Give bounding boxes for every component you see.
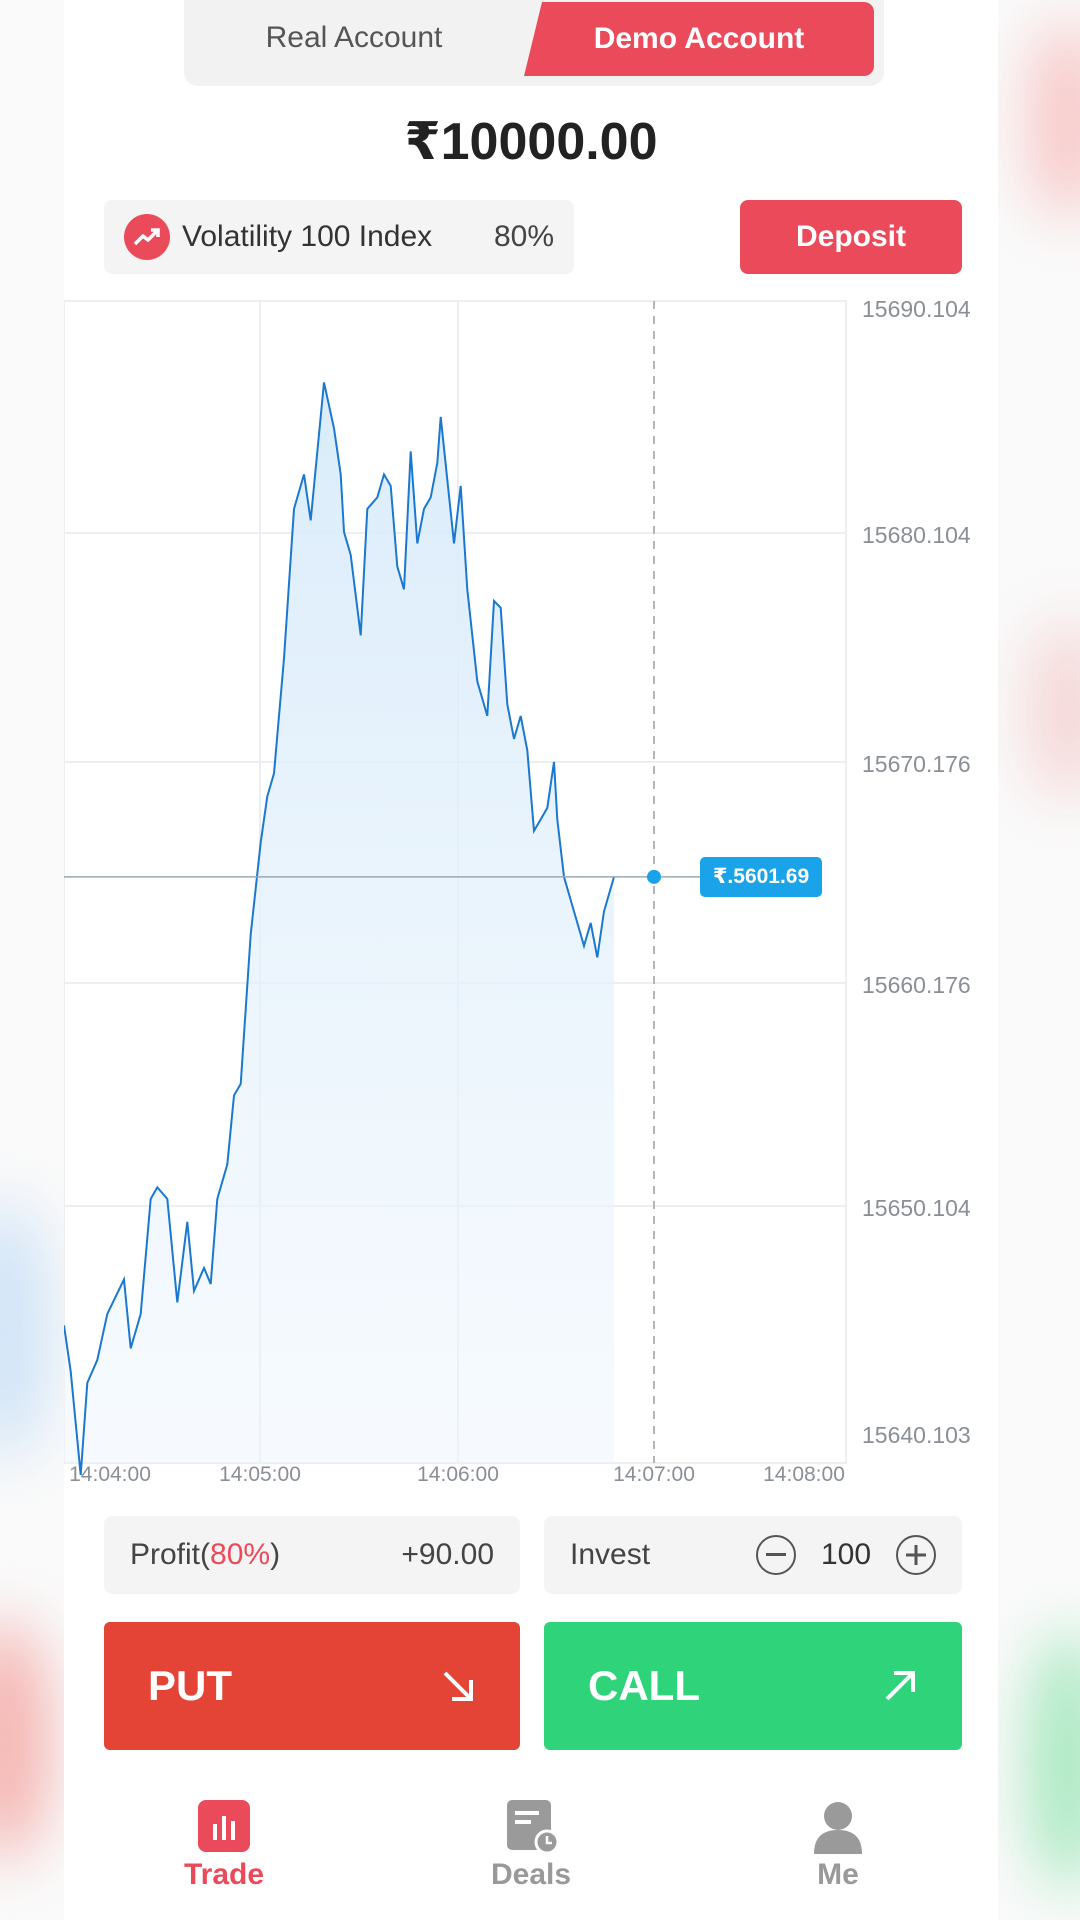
put-button[interactable]: PUT: [104, 1622, 520, 1750]
y-tick-label: 15670.176: [862, 751, 971, 777]
asset-name: Volatility 100 Index: [182, 220, 433, 253]
real-account-tab[interactable]: Real Account: [265, 21, 443, 54]
asset-selector[interactable]: Volatility 100 Index 80%: [104, 200, 574, 274]
put-label: PUT: [148, 1662, 232, 1709]
x-tick-label: 14:04:00: [69, 1463, 151, 1486]
x-tick-label: 14:08:00: [763, 1463, 845, 1486]
bottom-tab-bar: Trade Deals Me: [64, 1790, 998, 1920]
price-chart-svg: 15690.104 15680.104 15670.176 15660.176 1565…: [64, 296, 971, 1486]
account-toggle: Real Account Demo Account: [184, 0, 884, 86]
arrow-up-right-icon: [885, 1671, 915, 1701]
account-balance: ₹10000.00: [404, 113, 658, 171]
y-tick-label: 15680.104: [862, 522, 971, 548]
x-tick-label: 14:05:00: [219, 1463, 301, 1486]
person-icon: [814, 1802, 862, 1854]
invest-label: Invest: [570, 1538, 651, 1571]
profit-field: Profit(80%) +90.00: [104, 1516, 520, 1594]
price-line: [64, 382, 615, 1475]
current-price-tag: ₹.5601.69: [700, 856, 822, 897]
y-tick-label: 15650.104: [862, 1195, 971, 1221]
call-label: CALL: [588, 1662, 700, 1709]
profit-label: Profit(80%): [130, 1538, 281, 1571]
bar-chart-icon: [198, 1800, 250, 1852]
price-area: [64, 382, 614, 1475]
left-background-strip: [0, 0, 64, 1920]
price-chart[interactable]: 15690.104 15680.104 15670.176 15660.176 1565…: [64, 295, 998, 1495]
tab-me[interactable]: Me: [748, 1790, 928, 1892]
deposit-button[interactable]: Deposit: [740, 200, 962, 274]
y-tick-label: 15640.103: [862, 1422, 971, 1448]
minus-circle-icon[interactable]: [756, 1535, 796, 1575]
asset-payout: 80%: [493, 220, 554, 253]
call-button[interactable]: CALL: [544, 1622, 962, 1750]
y-tick-label: 15690.104: [862, 296, 971, 322]
current-price-dot: [647, 869, 661, 884]
x-tick-label: 14:07:00: [613, 1463, 695, 1486]
invest-amount[interactable]: 100: [820, 1538, 872, 1571]
arrow-down-right-icon: [443, 1671, 473, 1701]
tab-trade-label: Trade: [183, 1858, 265, 1891]
x-tick-label: 14:06:00: [417, 1463, 499, 1486]
tab-me-label: Me: [817, 1858, 859, 1891]
demo-account-tab[interactable]: Demo Account: [524, 2, 874, 76]
invest-field: Invest 100: [544, 1516, 962, 1594]
trend-up-icon: [124, 214, 170, 260]
tab-deals[interactable]: Deals: [441, 1790, 621, 1892]
profit-value: +90.00: [401, 1538, 494, 1571]
document-clock-icon: [507, 1800, 559, 1854]
tab-trade[interactable]: Trade: [134, 1790, 314, 1892]
tab-deals-label: Deals: [490, 1858, 572, 1891]
profit-percent: 80%: [210, 1538, 271, 1571]
plus-circle-icon[interactable]: [896, 1535, 936, 1575]
y-tick-label: 15660.176: [862, 972, 971, 998]
trading-screen: Real Account Demo Account ₹10000.00 Vola…: [64, 0, 998, 1920]
right-background-strip: [998, 0, 1080, 1920]
